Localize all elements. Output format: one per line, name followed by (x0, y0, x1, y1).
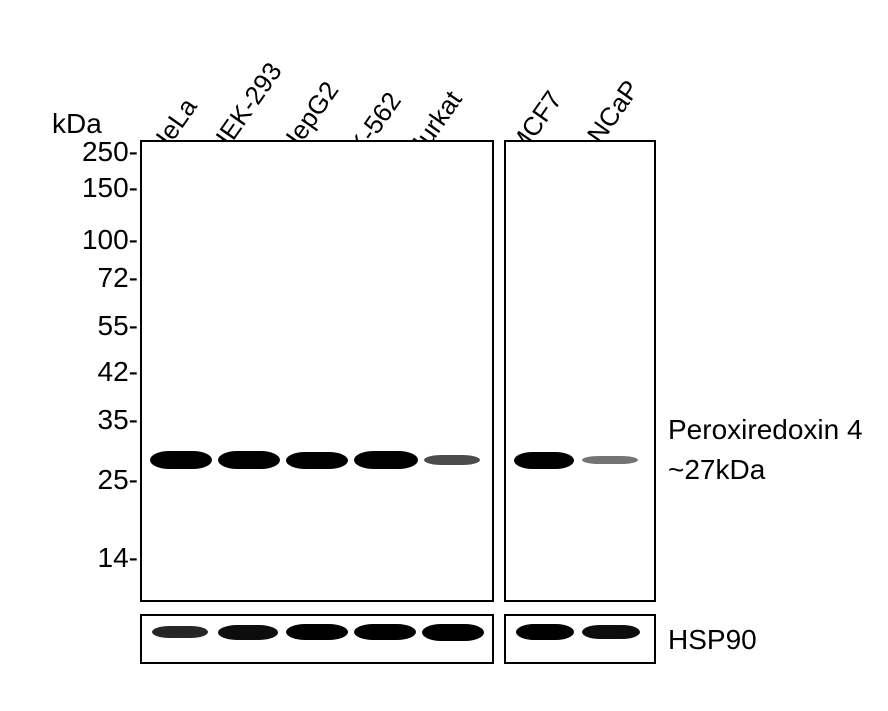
mw-marker: 25- (60, 464, 138, 496)
blot-panel-1 (140, 140, 494, 602)
band (218, 625, 278, 640)
band (514, 452, 574, 469)
mw-marker: 250- (60, 136, 138, 168)
loading-control-label: HSP90 (668, 624, 757, 656)
band (218, 451, 280, 469)
band (286, 624, 348, 640)
band (354, 624, 416, 640)
band (516, 624, 574, 640)
mw-marker: 72- (60, 262, 138, 294)
band (422, 624, 484, 641)
band (354, 451, 418, 469)
mw-marker: 35- (60, 404, 138, 436)
band (286, 452, 348, 469)
mw-marker: 55- (60, 310, 138, 342)
target-mw-label: ~27kDa (668, 454, 765, 486)
mw-marker: 42- (60, 356, 138, 388)
mw-marker: 14- (60, 542, 138, 574)
target-protein-label: Peroxiredoxin 4 (668, 414, 863, 446)
band (152, 626, 208, 638)
western-blot-figure: kDa 250-150-100-72-55-42-35-25-14- HeLaH… (0, 0, 888, 711)
mw-marker: 150- (60, 172, 138, 204)
mw-marker: 100- (60, 224, 138, 256)
band (150, 451, 212, 469)
band (424, 455, 480, 465)
blot-panel-2 (504, 140, 656, 602)
band (582, 625, 640, 639)
band (582, 456, 638, 464)
